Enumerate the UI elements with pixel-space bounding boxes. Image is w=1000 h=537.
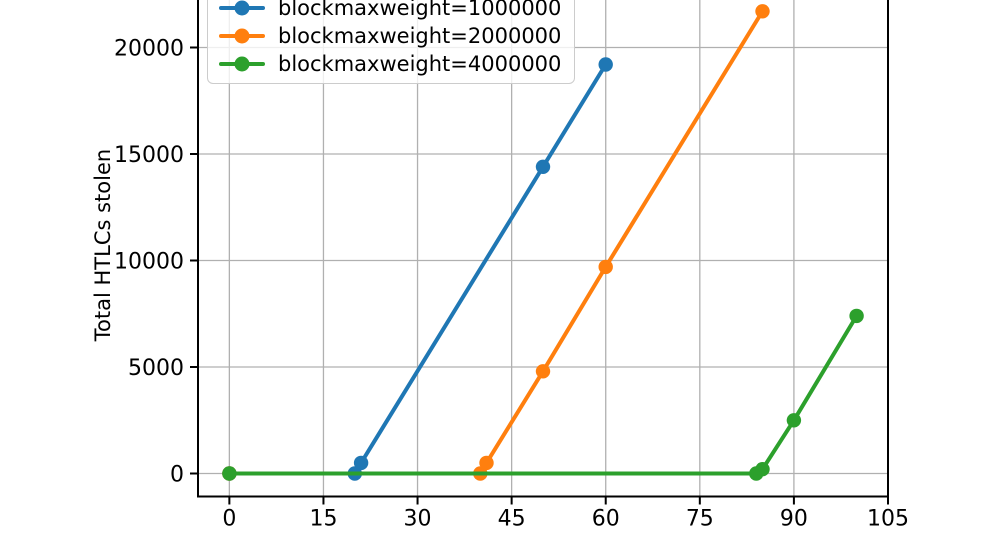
legend-label: blockmaxweight=2000000 <box>278 24 562 48</box>
y-tick-label: 0 <box>170 463 184 488</box>
y-tick-label: 15000 <box>114 143 184 168</box>
data-point-marker <box>222 466 237 481</box>
data-point-marker <box>535 364 551 379</box>
y-tick-label: 20000 <box>114 37 184 62</box>
legend-marker-icon <box>234 56 250 72</box>
legend-line-sample <box>219 56 265 72</box>
y-tick-label: 5000 <box>128 356 184 381</box>
x-tick-label: 75 <box>686 507 714 532</box>
data-point-marker <box>786 413 802 428</box>
legend: blockmaxweight=1000000 blockmaxweight=200… <box>207 0 576 84</box>
legend-label: blockmaxweight=4000000 <box>278 52 562 76</box>
data-point-marker <box>598 57 613 72</box>
y-axis-label: Total HTLCs stolen <box>91 148 115 342</box>
legend-line-sample <box>219 28 265 44</box>
data-point-marker <box>849 308 864 324</box>
legend-entry: blockmaxweight=2000000 <box>219 22 561 50</box>
x-tick-label: 30 <box>404 507 432 532</box>
legend-line-sample <box>219 0 265 16</box>
data-point-marker <box>353 455 369 471</box>
x-tick-label: 0 <box>222 507 236 532</box>
legend-marker-icon <box>234 0 250 16</box>
data-point-marker <box>479 455 494 471</box>
x-tick-label: 15 <box>309 507 337 532</box>
x-tick-label: 45 <box>498 507 526 532</box>
legend-entry: blockmaxweight=4000000 <box>219 50 561 78</box>
y-tick-label: 10000 <box>114 250 184 275</box>
legend-label: blockmaxweight=1000000 <box>278 0 562 20</box>
x-tick-label: 90 <box>780 507 808 532</box>
data-point-marker <box>535 159 551 174</box>
legend-marker-icon <box>234 28 250 44</box>
data-point-marker <box>755 4 770 19</box>
x-tick-label: 60 <box>592 507 620 532</box>
data-point-marker <box>755 462 770 477</box>
x-tick-label: 105 <box>867 507 909 532</box>
data-point-marker <box>598 259 613 275</box>
legend-entry: blockmaxweight=1000000 <box>219 0 561 22</box>
